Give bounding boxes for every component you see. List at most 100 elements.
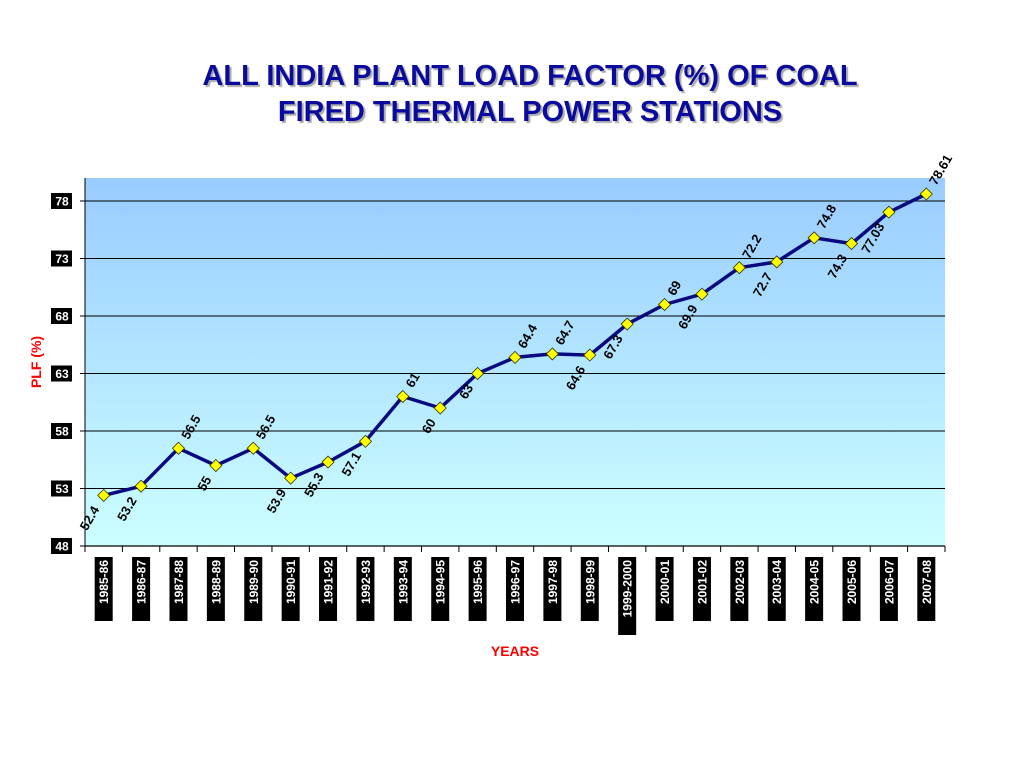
- x-tick-label: 1987-88: [172, 560, 186, 604]
- data-point-marker: [433, 401, 447, 415]
- data-label: 60: [419, 416, 439, 436]
- y-tick-label-bg: [51, 480, 72, 497]
- x-tick-label: 1989-90: [247, 560, 261, 604]
- x-tick-label: 1999-2000: [621, 560, 635, 618]
- x-tick-label: 2006-07: [882, 560, 896, 604]
- data-point-marker: [620, 317, 634, 331]
- x-tick-label-bg: [431, 557, 450, 621]
- x-tick-label-group: 1993-94: [393, 557, 412, 621]
- x-tick-label-bg: [206, 557, 225, 621]
- x-tick-label-bg: [917, 557, 936, 621]
- x-tick-label-bg: [767, 557, 786, 621]
- x-tick-label-bg: [506, 557, 524, 621]
- data-point-marker: [508, 350, 522, 364]
- data-point-marker: [732, 261, 746, 275]
- x-tick-label-group: 1996-97: [506, 557, 524, 621]
- x-tick-label: 1998-99: [583, 560, 597, 604]
- x-tick-label: 2005-06: [845, 560, 859, 604]
- x-tick-label-group: 1987-88: [169, 557, 188, 621]
- x-tick-label-group: 1998-99: [580, 557, 599, 621]
- x-tick-label: 1993-94: [396, 560, 410, 604]
- data-point-marker: [358, 434, 373, 448]
- data-label: 61: [402, 370, 422, 390]
- y-tick-label: 78: [55, 195, 69, 209]
- x-tick-label-bg: [281, 557, 300, 621]
- data-label: 63: [456, 382, 476, 402]
- x-tick-label-group: 1986-87: [132, 557, 151, 621]
- x-tick-label-bg: [319, 557, 338, 621]
- x-tick-label-group: 1995-96: [468, 557, 487, 621]
- x-axis: 1985-86 1986-87 1987-88 1988-89 1989-90 1990-…: [84, 545, 946, 635]
- x-tick-label: 1991-92: [322, 560, 336, 604]
- data-point-marker: [471, 366, 485, 381]
- x-tick-label-bg: [393, 557, 412, 621]
- x-tick-label-group: 1990-91: [281, 557, 300, 621]
- data-label: 78.61: [926, 152, 955, 188]
- data-point-marker: [134, 479, 148, 493]
- x-tick-label-bg: [842, 557, 861, 621]
- x-tick-label-bg: [618, 557, 637, 635]
- y-tick-label: 68: [55, 310, 69, 324]
- y-tick-label: 53: [55, 482, 69, 496]
- data-point-marker: [284, 471, 298, 485]
- data-point-marker: [583, 348, 597, 362]
- y-tick-label: 73: [55, 252, 69, 266]
- x-tick-label-group: 2004-05: [805, 557, 824, 621]
- x-tick-label-bg: [94, 557, 113, 621]
- x-tick-label-bg: [580, 557, 599, 621]
- chart-title-line-2: FIRED THERMAL POWER STATIONS: [277, 96, 783, 128]
- x-axis-title: YEARS: [491, 643, 539, 659]
- x-tick-label-bg: [356, 557, 375, 621]
- x-tick-label-bg: [543, 557, 562, 621]
- data-point-marker: [321, 455, 335, 469]
- x-tick-label-bg: [655, 557, 674, 621]
- x-tick-label-group: 2002-03: [730, 557, 749, 621]
- plf-series: [97, 187, 933, 502]
- y-tick-label-bg: [51, 365, 72, 382]
- x-tick-label-group: 1992-93: [356, 557, 375, 621]
- x-tick-label-group: 1988-89: [206, 557, 225, 621]
- x-tick-label-bg: [730, 557, 749, 621]
- x-tick-label-group: 1999-2000: [618, 557, 637, 635]
- data-point-marker: [97, 488, 111, 502]
- data-label: 55: [194, 474, 214, 494]
- x-tick-label: 2004-05: [808, 560, 822, 604]
- data-point-marker: [807, 231, 821, 245]
- x-tick-label-group: 2005-06: [842, 557, 861, 621]
- chart-title: ALL INDIA PLANT LOAD FACTOR (%) OF COAL …: [60, 58, 1000, 130]
- y-tick-label: 48: [55, 540, 69, 554]
- y-tick-label: 63: [55, 367, 69, 381]
- x-tick-label-group: 1991-92: [319, 557, 338, 621]
- x-tick-label: 2000-01: [658, 560, 672, 604]
- y-tick-label: 58: [55, 425, 69, 439]
- x-tick-label: 1997-98: [546, 560, 560, 604]
- data-point-marker: [657, 297, 672, 312]
- x-tick-label-bg: [468, 557, 487, 621]
- y-axis-title: PLF (%): [28, 336, 44, 388]
- x-tick-label-group: 1997-98: [543, 557, 562, 621]
- x-tick-label: 1996-97: [509, 560, 523, 604]
- x-tick-label-bg: [692, 557, 711, 621]
- x-tick-label-bg: [805, 557, 824, 621]
- x-tick-label: 1992-93: [359, 560, 373, 604]
- data-point-marker: [209, 458, 223, 473]
- x-tick-label-group: 1985-86: [94, 557, 113, 621]
- y-tick-label-bg: [51, 250, 72, 267]
- gridlines: [85, 200, 945, 489]
- data-point-marker: [545, 347, 559, 361]
- data-point-marker: [919, 187, 933, 201]
- x-tick-label: 2003-04: [770, 560, 784, 604]
- y-axis: 48 53 58 63 68 73 78: [51, 178, 86, 554]
- x-tick-label-group: 2007-08: [917, 557, 936, 621]
- x-tick-label-group: 2000-01: [655, 557, 674, 621]
- x-tick-label: 1995-96: [471, 560, 485, 604]
- data-point-marker: [882, 205, 896, 219]
- data-point-marker: [695, 287, 709, 301]
- x-tick-label-group: 2003-04: [767, 557, 786, 621]
- x-tick-label-bg: [244, 557, 263, 621]
- x-tick-label: 2007-08: [920, 560, 934, 604]
- x-tick-label-bg: [879, 557, 898, 621]
- data-point-marker: [770, 255, 784, 269]
- x-tick-label: 2001-02: [695, 560, 709, 604]
